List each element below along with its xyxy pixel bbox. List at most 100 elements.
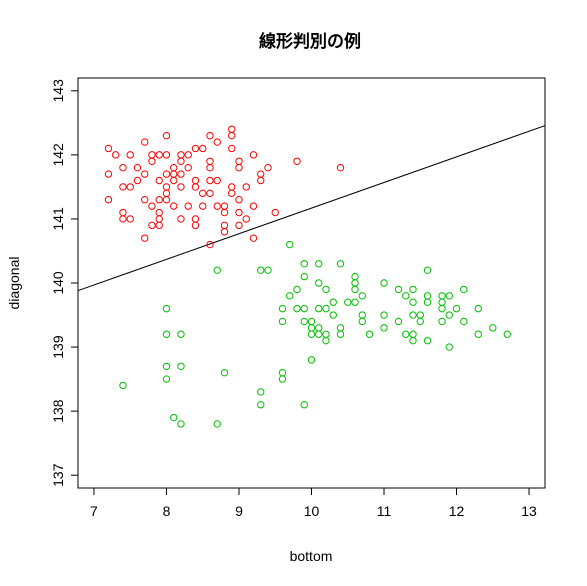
data-point-red (155, 215, 163, 223)
data-point-red (228, 183, 236, 191)
data-point-red (162, 131, 171, 140)
data-point-green (315, 260, 323, 268)
data-point-green (329, 311, 337, 319)
data-point-red (191, 144, 200, 153)
data-point-green (380, 311, 388, 319)
data-point-red (220, 221, 229, 230)
data-point-green (438, 298, 446, 306)
data-point-red (249, 234, 258, 242)
data-point-red (336, 163, 345, 172)
data-point-green (322, 285, 330, 294)
data-point-red (162, 151, 171, 159)
data-point-red (162, 170, 171, 178)
y-tick-label: 143 (50, 79, 66, 103)
data-point-green (423, 298, 432, 306)
data-point-green (394, 317, 403, 326)
data-point-red (177, 157, 185, 165)
data-point-green (264, 266, 272, 274)
data-point-red (199, 202, 207, 210)
data-point-red (155, 151, 163, 159)
data-point-green (177, 420, 185, 428)
data-point-green (402, 292, 410, 300)
data-point-red (155, 208, 163, 217)
data-point-green (322, 304, 330, 313)
data-point-green (278, 375, 287, 383)
data-point-red (191, 176, 200, 185)
data-point-green (162, 330, 171, 338)
data-point-red (155, 221, 163, 230)
data-point-green (278, 317, 287, 326)
data-point-red (235, 208, 243, 217)
data-point-red (206, 131, 214, 140)
data-point-red (191, 221, 200, 230)
data-point-green (409, 298, 417, 306)
data-point-green (365, 330, 374, 338)
data-point-red (191, 183, 200, 191)
data-point-green (351, 298, 359, 306)
data-point-red (133, 176, 142, 185)
data-point-green (416, 317, 424, 326)
data-point-green (257, 401, 265, 409)
data-point-red (148, 157, 156, 165)
data-point-red (177, 151, 185, 159)
data-point-green (162, 304, 171, 313)
data-point-green (307, 317, 316, 326)
data-point-red (177, 183, 185, 191)
data-point-green (329, 298, 337, 306)
data-point-green (300, 401, 308, 409)
data-point-red (112, 151, 120, 159)
x-axis: 7 8 9 10 11 12 13 (90, 488, 537, 519)
x-tick-label: 12 (449, 503, 465, 519)
data-point-green (300, 317, 308, 326)
data-point-green (257, 266, 265, 274)
data-point-green (394, 285, 403, 294)
data-point-red (235, 157, 243, 165)
data-point-red (184, 202, 192, 210)
chart-title: 線形判別の例 (259, 31, 361, 52)
data-point-red (293, 157, 301, 165)
data-point-red (213, 176, 221, 185)
data-point-green (300, 272, 308, 281)
y-axis: 137 138 139 140 141 142 143 (50, 79, 78, 487)
data-point-red (213, 202, 221, 210)
y-tick-label: 140 (50, 271, 66, 295)
data-point-red (162, 183, 171, 191)
data-point-green (380, 324, 388, 332)
y-axis-label: diagonal (6, 257, 22, 310)
data-point-red (177, 215, 185, 223)
data-point-red (162, 189, 171, 198)
data-point-red (206, 163, 214, 172)
data-point-red (148, 202, 156, 210)
data-point-green (162, 375, 171, 383)
data-point-green (358, 311, 366, 319)
data-point-red (170, 163, 178, 172)
data-point-green (315, 330, 323, 338)
data-point-green (409, 311, 417, 319)
data-point-green (416, 311, 424, 319)
data-point-green (307, 356, 316, 364)
discriminant-line-layer (78, 125, 545, 292)
data-point-red (249, 151, 258, 159)
data-point-green (351, 279, 359, 287)
data-point-red (141, 196, 149, 204)
data-point-red (141, 170, 149, 178)
data-point-red (155, 176, 163, 185)
data-point-red (133, 163, 142, 172)
data-point-green (409, 330, 417, 338)
data-point-green (336, 330, 345, 338)
data-point-green (307, 324, 316, 332)
data-point-red (235, 196, 243, 204)
data-point-green (489, 324, 497, 332)
data-point-red (155, 196, 163, 204)
data-point-red (242, 215, 250, 223)
data-point-green (257, 388, 265, 396)
data-point-green (445, 292, 453, 300)
data-point-green (474, 330, 482, 338)
data-point-green (213, 266, 221, 274)
y-tick-label: 137 (50, 463, 66, 487)
data-point-green (177, 362, 185, 370)
data-point-green (336, 324, 345, 332)
y-tick-label: 142 (50, 143, 66, 167)
data-points (104, 125, 511, 428)
data-point-red (177, 170, 185, 178)
